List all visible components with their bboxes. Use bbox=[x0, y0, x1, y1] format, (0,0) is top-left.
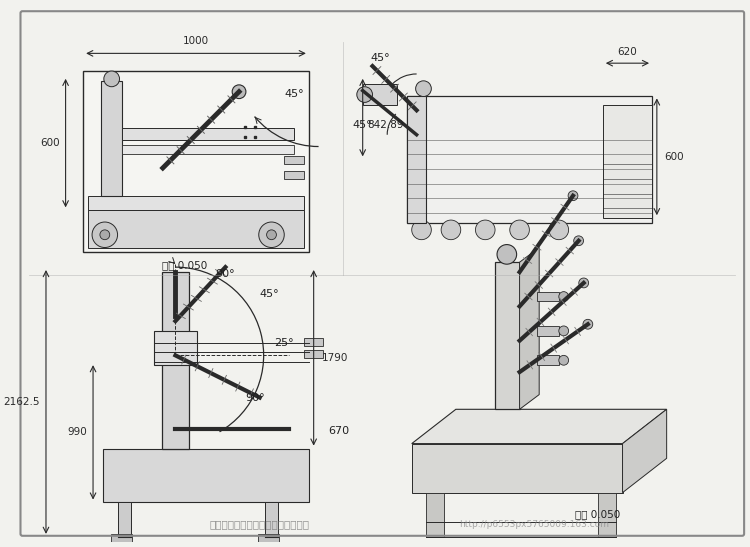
Bar bbox=[284, 171, 304, 179]
Circle shape bbox=[559, 326, 568, 336]
Circle shape bbox=[100, 230, 109, 240]
Bar bbox=[122, 144, 294, 154]
Bar bbox=[284, 156, 304, 164]
Bar bbox=[537, 356, 559, 365]
Bar bbox=[427, 493, 444, 537]
Circle shape bbox=[441, 220, 460, 240]
Text: 45°: 45° bbox=[284, 90, 304, 100]
Bar bbox=[304, 351, 323, 358]
Circle shape bbox=[266, 230, 277, 240]
Polygon shape bbox=[412, 409, 667, 444]
Circle shape bbox=[92, 222, 118, 247]
Text: 1000: 1000 bbox=[183, 36, 209, 45]
Text: 90°: 90° bbox=[245, 393, 265, 404]
Text: 842.89: 842.89 bbox=[368, 120, 404, 130]
Circle shape bbox=[574, 236, 584, 246]
Circle shape bbox=[232, 85, 246, 98]
Bar bbox=[162, 272, 189, 449]
Bar bbox=[406, 96, 427, 223]
Bar bbox=[258, 534, 279, 542]
Circle shape bbox=[583, 319, 592, 329]
Bar bbox=[265, 503, 278, 537]
Bar bbox=[88, 210, 304, 247]
Text: 45°: 45° bbox=[260, 288, 279, 299]
Circle shape bbox=[568, 191, 578, 201]
Text: 2162.5: 2162.5 bbox=[4, 397, 40, 407]
Bar bbox=[537, 292, 559, 301]
Text: 990: 990 bbox=[68, 427, 87, 438]
Text: 南阳天正精密光学仪器设备有限公司: 南阳天正精密光学仪器设备有限公司 bbox=[210, 519, 310, 529]
Text: 600: 600 bbox=[40, 138, 60, 148]
Bar bbox=[598, 493, 616, 537]
Bar bbox=[111, 534, 132, 542]
Circle shape bbox=[357, 87, 373, 102]
Bar bbox=[88, 195, 304, 210]
Bar bbox=[83, 71, 309, 252]
Circle shape bbox=[476, 220, 495, 240]
Text: 90°: 90° bbox=[215, 269, 236, 279]
Text: 45°: 45° bbox=[370, 53, 390, 63]
Text: 1790: 1790 bbox=[322, 353, 348, 363]
Text: http://p6553px5765009.163.com: http://p6553px5765009.163.com bbox=[459, 520, 609, 528]
Circle shape bbox=[259, 222, 284, 247]
Circle shape bbox=[497, 245, 517, 264]
Text: 比例 0.050: 比例 0.050 bbox=[162, 260, 207, 270]
Polygon shape bbox=[412, 444, 622, 493]
Text: 比例 0.050: 比例 0.050 bbox=[575, 509, 621, 519]
Circle shape bbox=[579, 278, 589, 288]
Bar bbox=[603, 106, 652, 218]
Circle shape bbox=[412, 220, 431, 240]
Bar bbox=[406, 96, 652, 223]
Text: 25°: 25° bbox=[274, 337, 294, 347]
Bar bbox=[363, 84, 397, 106]
Circle shape bbox=[104, 71, 119, 87]
Bar bbox=[103, 449, 309, 503]
Circle shape bbox=[559, 292, 568, 301]
Circle shape bbox=[416, 81, 431, 96]
Text: 620: 620 bbox=[617, 47, 638, 57]
Circle shape bbox=[510, 220, 530, 240]
Circle shape bbox=[549, 220, 568, 240]
Bar bbox=[154, 331, 197, 365]
Circle shape bbox=[559, 356, 568, 365]
Bar bbox=[118, 503, 131, 537]
Text: 670: 670 bbox=[328, 426, 350, 436]
Bar bbox=[304, 337, 323, 346]
Bar bbox=[537, 326, 559, 336]
Text: 45°: 45° bbox=[353, 120, 373, 130]
Polygon shape bbox=[622, 409, 667, 493]
Polygon shape bbox=[520, 247, 539, 409]
Polygon shape bbox=[495, 262, 520, 409]
Bar bbox=[122, 128, 294, 139]
Text: 600: 600 bbox=[664, 152, 684, 162]
Bar bbox=[101, 81, 122, 195]
